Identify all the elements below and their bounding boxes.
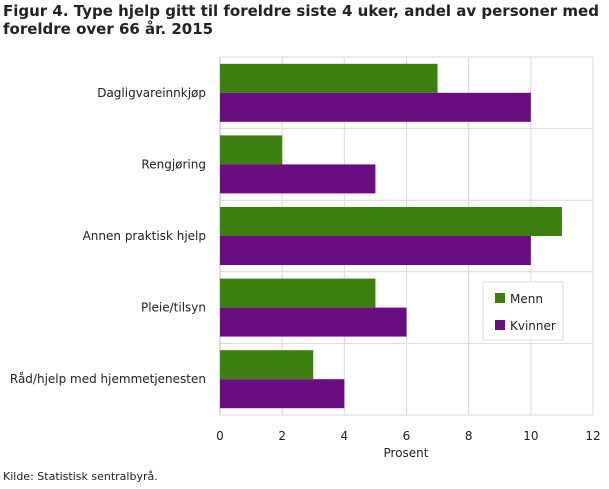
legend-box <box>482 281 564 341</box>
legend-swatch-menn <box>495 293 505 303</box>
bar-kvinner-rengjøring <box>220 164 376 194</box>
x-tick-label: 8 <box>465 429 473 443</box>
bar-menn-råd-hjelp-med-hjemmetjenesten <box>220 350 314 380</box>
legend-swatch-kvinner <box>495 320 505 330</box>
chart-title: Figur 4. Type hjelp gitt til foreldre si… <box>3 2 599 38</box>
x-tick-label: 6 <box>403 429 411 443</box>
category-label: Rengjøring <box>141 157 206 171</box>
bar-menn-rengjøring <box>220 135 283 165</box>
source-note: Kilde: Statistisk sentralbyrå. <box>3 470 158 483</box>
x-axis-title: Prosent <box>384 446 429 460</box>
legend-label-menn: Menn <box>510 292 543 306</box>
x-tick-label: 2 <box>278 429 286 443</box>
legend: Menn Kvinner <box>482 281 564 341</box>
bar-kvinner-pleie-tilsyn <box>220 307 407 337</box>
category-label: Råd/hjelp med hjemmetjenesten <box>10 372 206 386</box>
x-tick-labels: 0 2 4 6 8 10 12 <box>216 429 600 443</box>
category-label: Pleie/tilsyn <box>141 301 206 315</box>
bar-menn-pleie-tilsyn <box>220 278 376 308</box>
category-labels: Dagligvareinnkjøp Rengjøring Annen praktis… <box>10 86 206 386</box>
x-tick-label: 12 <box>585 429 600 443</box>
bar-kvinner-råd-hjelp-med-hjemmetjenesten <box>220 379 345 409</box>
bar-menn-annen-praktisk-hjelp <box>220 207 562 236</box>
x-tick-label: 10 <box>523 429 538 443</box>
legend-label-kvinner: Kvinner <box>510 319 556 333</box>
category-label: Dagligvareinnkjøp <box>97 86 206 100</box>
bar-kvinner-annen-praktisk-hjelp <box>220 236 531 265</box>
bar-kvinner-dagligvareinnkjøp <box>220 92 531 122</box>
x-tick-label: 4 <box>341 429 349 443</box>
bar-menn-dagligvareinnkjøp <box>220 63 438 93</box>
x-tick-label: 0 <box>216 429 224 443</box>
category-label: Annen praktisk hjelp <box>83 229 206 243</box>
bar-layer <box>220 63 562 409</box>
